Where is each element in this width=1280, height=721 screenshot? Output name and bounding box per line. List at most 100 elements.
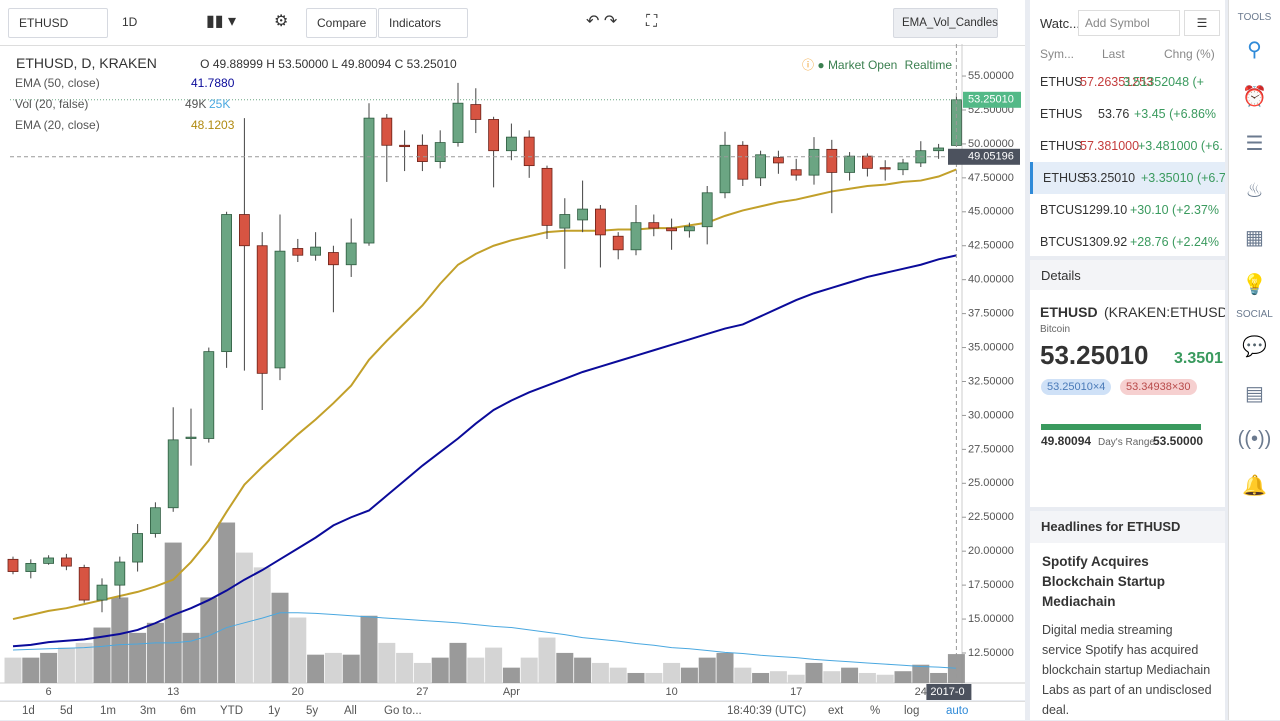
date-box <box>926 684 972 700</box>
chart-style[interactable]: ▮▮ ▾ <box>196 8 258 38</box>
symbol: BTCUS <box>1040 235 1083 249</box>
symbol: ETHUS <box>1040 107 1083 121</box>
y-tick-label: 45.00000 <box>968 206 1014 218</box>
volume-bar <box>591 662 609 683</box>
undo-redo[interactable]: ↶ ↷ <box>576 8 628 38</box>
watchlist-row[interactable]: ETHUS 57.26351253 3.51352048 (+ <box>1030 66 1225 98</box>
settings[interactable]: ⚙ <box>264 8 298 38</box>
candle-body <box>452 102 464 143</box>
candle-body <box>470 104 482 120</box>
volume-bar <box>57 647 75 683</box>
scale-option[interactable]: log <box>904 705 920 717</box>
details-price: 53.25010 <box>1040 340 1149 370</box>
clock: 18:40:39 (UTC) <box>727 705 807 717</box>
candle-body <box>203 351 215 439</box>
volume-bar <box>200 597 218 683</box>
volume-bar <box>716 652 734 683</box>
indicator-value: 48.1203 <box>191 118 235 132</box>
candle-body <box>684 226 695 232</box>
scale-option[interactable]: ext <box>828 705 844 717</box>
last: 53.25010 <box>1083 171 1136 185</box>
change: +28.76 (+2.24% <box>1130 235 1219 249</box>
range-button[interactable]: All <box>344 705 357 717</box>
volume-bar <box>324 652 342 683</box>
watchlist-row[interactable]: ETHUS 57.381000 +3.481000 (+6. <box>1030 130 1225 162</box>
y-tick-label: 12.50000 <box>968 647 1014 659</box>
watchlist-row[interactable]: ETHUS 53.25010 +3.35010 (+6.7 <box>1030 162 1225 194</box>
template[interactable]: EMA_Vol_Candles <box>893 8 998 38</box>
candle-body <box>292 248 304 256</box>
fullscreen[interactable]: ⛶ <box>636 8 668 38</box>
toolbar <box>0 0 1025 46</box>
chart: 12.50000 15.00000 17.50000 20.00000 22.50000… <box>0 44 1025 700</box>
symbol-input[interactable]: ETHUSD <box>8 8 108 38</box>
change: +30.10 (+2.37% <box>1130 203 1219 217</box>
y-tick-label: 47.50000 <box>968 172 1014 184</box>
watchlist-row[interactable]: BTCUS 1309.92 +28.76 (+2.24% <box>1030 226 1225 258</box>
range-low: 49.80094 <box>1041 434 1092 448</box>
volume-bar <box>930 672 948 683</box>
headlines-panel <box>1030 511 1225 720</box>
range-button[interactable]: 1m <box>100 705 116 717</box>
range-button[interactable]: 1y <box>268 705 281 717</box>
volume-bar <box>235 552 253 683</box>
candle-body <box>381 117 393 146</box>
last: 57.381000 <box>1080 139 1140 153</box>
candle-body <box>167 439 179 509</box>
column-header: Chng (%) <box>1164 47 1215 61</box>
candle-body <box>132 533 144 563</box>
volume-bar <box>467 657 485 683</box>
goto[interactable]: Go to... <box>384 705 422 717</box>
candle-body <box>96 584 108 601</box>
add-symbol[interactable]: Add Symbol <box>1078 10 1180 36</box>
volume-bar <box>307 654 325 683</box>
scale-option[interactable]: % <box>870 705 881 717</box>
volume-bar <box>218 522 236 683</box>
range-button[interactable]: 5d <box>60 705 73 717</box>
volume-bar <box>289 617 307 683</box>
range-title: Day's Range <box>1098 437 1155 448</box>
l-label: L <box>331 57 338 71</box>
range-button[interactable]: 6m <box>180 705 196 717</box>
volume-bar <box>787 674 805 683</box>
volume-bar <box>40 652 58 683</box>
range-button[interactable]: YTD <box>220 705 243 717</box>
volume-bar <box>841 667 859 683</box>
candle-body <box>78 567 90 601</box>
candle-body <box>327 252 339 266</box>
volume-bar <box>360 615 378 683</box>
volume-bar <box>645 672 663 683</box>
indicators[interactable]: Indicators <box>378 8 468 38</box>
watchlist-menu[interactable]: ☰ <box>1184 10 1220 36</box>
candle-body <box>310 246 322 256</box>
candle-body <box>488 119 500 152</box>
last-price-box <box>963 91 1021 108</box>
column-header: Last <box>1102 47 1125 61</box>
range-button[interactable]: 5y <box>306 705 319 717</box>
candle-body <box>256 245 268 374</box>
y-tick-label: 32.50000 <box>968 375 1014 387</box>
volume-bar <box>805 662 823 683</box>
volume-bar <box>111 597 129 683</box>
change: +3.481000 (+6. <box>1138 139 1223 153</box>
scale-option[interactable]: auto <box>946 705 969 717</box>
volume-bar <box>22 657 40 683</box>
last: 1309.92 <box>1082 235 1128 249</box>
compare[interactable]: Compare <box>306 8 378 38</box>
indicator-name: Vol (20, false) <box>15 97 89 111</box>
y-tick-label: 27.50000 <box>968 443 1014 455</box>
symbol: BTCUS <box>1040 203 1083 217</box>
range-button[interactable]: 1d <box>22 705 35 717</box>
candle-body <box>755 154 766 179</box>
candle-body <box>149 507 161 534</box>
symbol: ETHUS <box>1040 139 1083 153</box>
interval[interactable]: 1D <box>112 8 148 38</box>
watchlist-row[interactable]: BTCUS 1299.10 +30.10 (+2.37% <box>1030 194 1225 226</box>
candle-body <box>897 162 909 171</box>
candle-body <box>185 436 197 439</box>
range-button[interactable]: 3m <box>140 705 156 717</box>
headline-title[interactable]: Spotify Acquires Blockchain Startup Medi… <box>1042 554 1166 609</box>
y-tick-label: 40.00000 <box>968 274 1014 286</box>
watchlist-row[interactable]: ETHUS 53.76 +3.45 (+6.86% <box>1030 98 1225 130</box>
volume-bar <box>769 671 787 683</box>
